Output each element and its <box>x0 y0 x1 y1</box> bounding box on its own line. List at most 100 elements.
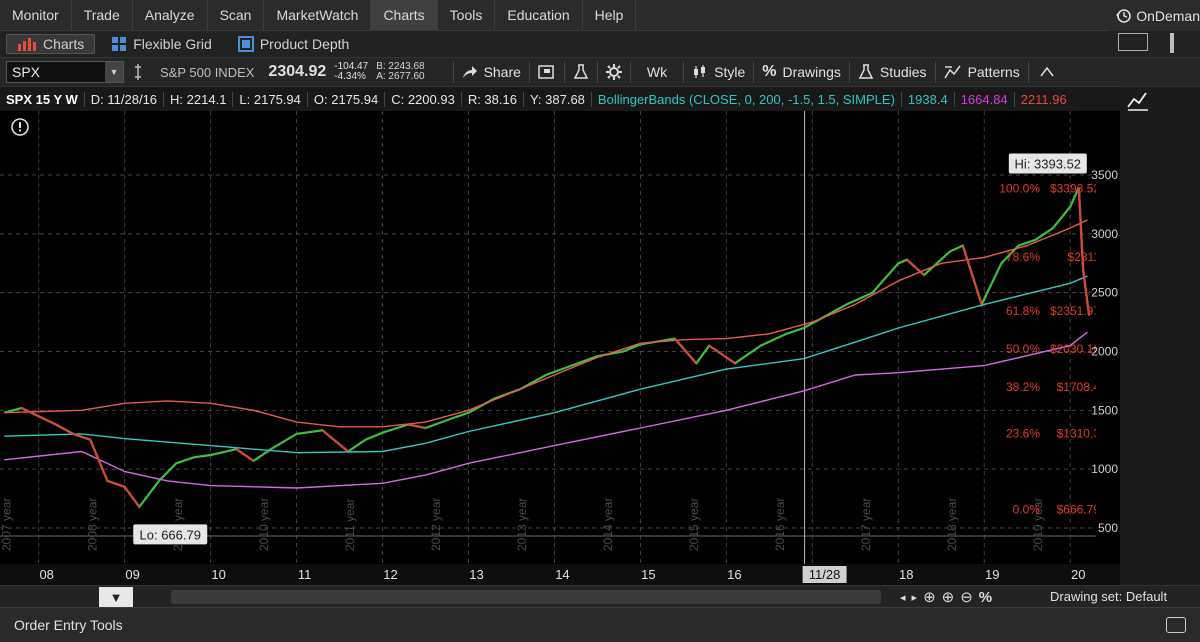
down-segment <box>38 415 57 426</box>
fib-level-price: $3393.52 <box>1050 182 1100 196</box>
year-label: 2012 year <box>429 498 443 551</box>
symbol-description: S&P 500 INDEX <box>160 64 255 80</box>
fib-level-price: $1310.3 <box>1057 427 1101 441</box>
study-upper-value: 2211.96 <box>1020 91 1067 107</box>
study-mid-value: 1938.4 <box>902 91 955 107</box>
cursor-date-box <box>802 566 847 583</box>
menu-marketwatch[interactable]: MarketWatch <box>264 0 372 30</box>
subtab-charts-label: Charts <box>43 36 85 52</box>
menu-tools[interactable]: Tools <box>438 0 496 30</box>
style-menu[interactable]: Style <box>684 59 753 85</box>
ondemand-label: OnDeman <box>1136 7 1200 24</box>
hi-label: Hi: 3393.52 <box>1015 157 1082 172</box>
down-segment <box>1077 187 1085 270</box>
crosshair-icon[interactable]: ⊕ <box>923 589 936 606</box>
year-label: 2014 year <box>601 498 615 551</box>
order-entry-label: Order Entry Tools <box>14 617 123 633</box>
chart-symbol-label: SPX 15 Y W <box>0 91 85 107</box>
drawing-set-label[interactable]: Drawing set: Default <box>1050 589 1168 604</box>
fib-level-percent: 100.0% <box>999 182 1040 196</box>
menu-monitor[interactable]: Monitor <box>0 0 72 30</box>
menu-scan[interactable]: Scan <box>208 0 265 30</box>
bid-price: B: 2243.68 <box>376 61 425 72</box>
symbol-input[interactable]: SPX ▼ <box>6 61 124 83</box>
time-tick-label: 14 <box>555 567 569 582</box>
fib-level-percent: 61.8% <box>1006 304 1040 318</box>
time-tick-label: 15 <box>641 567 655 582</box>
down-segment <box>55 423 74 435</box>
fib-level-price: $1708.4 <box>1057 380 1101 394</box>
more-icon[interactable] <box>1039 64 1055 80</box>
chart-grid <box>0 111 1120 564</box>
menu-analyze[interactable]: Analyze <box>133 0 208 30</box>
percent-scale-icon[interactable]: % <box>978 588 993 606</box>
series-line-1 <box>4 219 1088 428</box>
order-entry-bar[interactable]: Order Entry Tools <box>0 607 1200 642</box>
time-tick-label: 11 <box>298 567 312 582</box>
time-axis: 08 09 10 11 12 13 14 15 16 11/28 18 19 20 <box>0 564 1120 585</box>
fib-level-price: $2811 <box>1068 250 1101 264</box>
symbol-dropdown-icon[interactable]: ▼ <box>105 62 123 82</box>
ohlc-yrange: Y: 387.68 <box>524 91 592 107</box>
panel-scroll-handle[interactable] <box>1170 33 1174 53</box>
fib-level-price: $2030.16 <box>1050 342 1100 356</box>
price-tick-label: 1500 <box>1091 403 1118 417</box>
flask-icon <box>573 64 589 79</box>
layout-selector[interactable] <box>1118 33 1148 51</box>
down-segment <box>321 429 349 453</box>
ohlc-date: D: 11/28/16 <box>85 91 165 107</box>
menu-trade[interactable]: Trade <box>72 0 133 30</box>
flask-button[interactable] <box>565 59 597 85</box>
flag-icon <box>538 65 554 79</box>
flag-button[interactable] <box>530 59 564 85</box>
period-selector[interactable]: Wk <box>631 59 683 85</box>
drawings-label: Drawings <box>782 64 841 80</box>
price-axis: 5001000150020002500300035003117.492641.2… <box>1091 111 1120 585</box>
zoom-in-icon[interactable]: ⊕ <box>941 589 955 606</box>
studies-label: Studies <box>879 64 927 80</box>
year-label: 2007 year <box>0 498 13 551</box>
scroll-right-icon[interactable]: ▸ <box>911 591 918 604</box>
share-button[interactable]: Share <box>454 59 529 85</box>
fibonacci-retracement[interactable]: 100.0% $3393.52 78.6% $2811 61.8% $2351.97 50.… <box>999 175 1103 521</box>
subtab-flexible-grid[interactable]: Flexible Grid <box>101 34 222 54</box>
zoom-out-icon[interactable]: ⊖ <box>960 589 973 606</box>
alert-icon[interactable] <box>11 118 29 136</box>
down-segment <box>235 448 255 462</box>
bar-chart-icon <box>18 38 36 51</box>
link-icon[interactable] <box>132 63 144 81</box>
menu-help[interactable]: Help <box>583 0 637 30</box>
series-layer <box>4 187 1091 509</box>
settings-button[interactable] <box>598 59 630 85</box>
time-tick-label: 10 <box>211 567 225 582</box>
year-label: 2016 year <box>773 498 787 551</box>
price-tick-label: 1000 <box>1091 462 1118 476</box>
ohlc-range: R: 38.16 <box>462 91 524 107</box>
collapse-panel-button[interactable]: ▼ <box>99 587 133 607</box>
year-label: 2013 year <box>515 498 529 551</box>
menu-education[interactable]: Education <box>495 0 583 30</box>
drawings-menu[interactable]: % Drawings <box>754 59 849 85</box>
study-name[interactable]: BollingerBands (CLOSE, 0, 200, -1.5, 1.5… <box>592 91 902 107</box>
price-tick-label: 3000 <box>1091 227 1118 241</box>
time-tick-label: 12 <box>383 567 397 582</box>
subtab-product-depth[interactable]: Product Depth <box>228 34 360 54</box>
year-label: 2018 year <box>945 498 959 551</box>
ondemand-button[interactable]: OnDeman <box>1107 0 1200 31</box>
price-chart[interactable]: 2007 year 2008 year 2009 year 2010 year 2011… <box>0 111 1120 585</box>
studies-menu[interactable]: Studies <box>850 59 935 85</box>
down-segment <box>107 479 125 488</box>
horizontal-scrollbar[interactable] <box>171 590 881 604</box>
down-segment <box>21 406 40 418</box>
scroll-left-icon[interactable]: ◂ <box>900 591 906 604</box>
fib-level-percent: 50.0% <box>1006 342 1040 356</box>
last-price: 2304.92 <box>268 63 327 80</box>
menu-charts[interactable]: Charts <box>371 0 438 30</box>
patterns-menu[interactable]: Patterns <box>936 59 1028 85</box>
camera-icon[interactable] <box>1166 617 1186 633</box>
drawing-line-icon[interactable] <box>1126 89 1150 113</box>
subtab-charts[interactable]: Charts <box>6 34 96 54</box>
chart-toolbar: SPX ▼ S&P 500 INDEX 2304.92 -104.47 -4.3… <box>0 57 1200 87</box>
chart-bottom-bar: ▼ ◂ ▸ ⊕ ⊕ ⊖ % Drawing set: Default <box>0 585 1200 607</box>
down-segment <box>906 258 925 276</box>
